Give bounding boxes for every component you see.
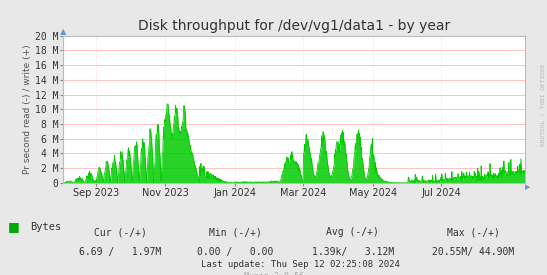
Text: Munin 2.0.56: Munin 2.0.56 bbox=[243, 272, 304, 275]
Text: 6.69 /   1.97M: 6.69 / 1.97M bbox=[79, 247, 161, 257]
Text: 0.00 /   0.00: 0.00 / 0.00 bbox=[197, 247, 274, 257]
Text: Avg (-/+): Avg (-/+) bbox=[327, 227, 379, 237]
Text: ▶: ▶ bbox=[525, 184, 531, 190]
Text: ■: ■ bbox=[8, 220, 20, 233]
Title: Disk throughput for /dev/vg1/data1 - by year: Disk throughput for /dev/vg1/data1 - by … bbox=[138, 19, 450, 33]
Y-axis label: Pr second read (-) / write (+): Pr second read (-) / write (+) bbox=[24, 45, 32, 174]
Text: ▲: ▲ bbox=[60, 27, 66, 36]
Text: Last update: Thu Sep 12 02:25:08 2024: Last update: Thu Sep 12 02:25:08 2024 bbox=[201, 260, 400, 269]
Text: Min (-/+): Min (-/+) bbox=[209, 227, 261, 237]
Text: RRDTOOL / TOBI OETIKER: RRDTOOL / TOBI OETIKER bbox=[541, 63, 546, 146]
Text: 20.55M/ 44.90M: 20.55M/ 44.90M bbox=[432, 247, 514, 257]
Text: 1.39k/   3.12M: 1.39k/ 3.12M bbox=[312, 247, 394, 257]
Text: Max (-/+): Max (-/+) bbox=[447, 227, 499, 237]
Text: Cur (-/+): Cur (-/+) bbox=[94, 227, 147, 237]
Text: Bytes: Bytes bbox=[30, 222, 61, 232]
